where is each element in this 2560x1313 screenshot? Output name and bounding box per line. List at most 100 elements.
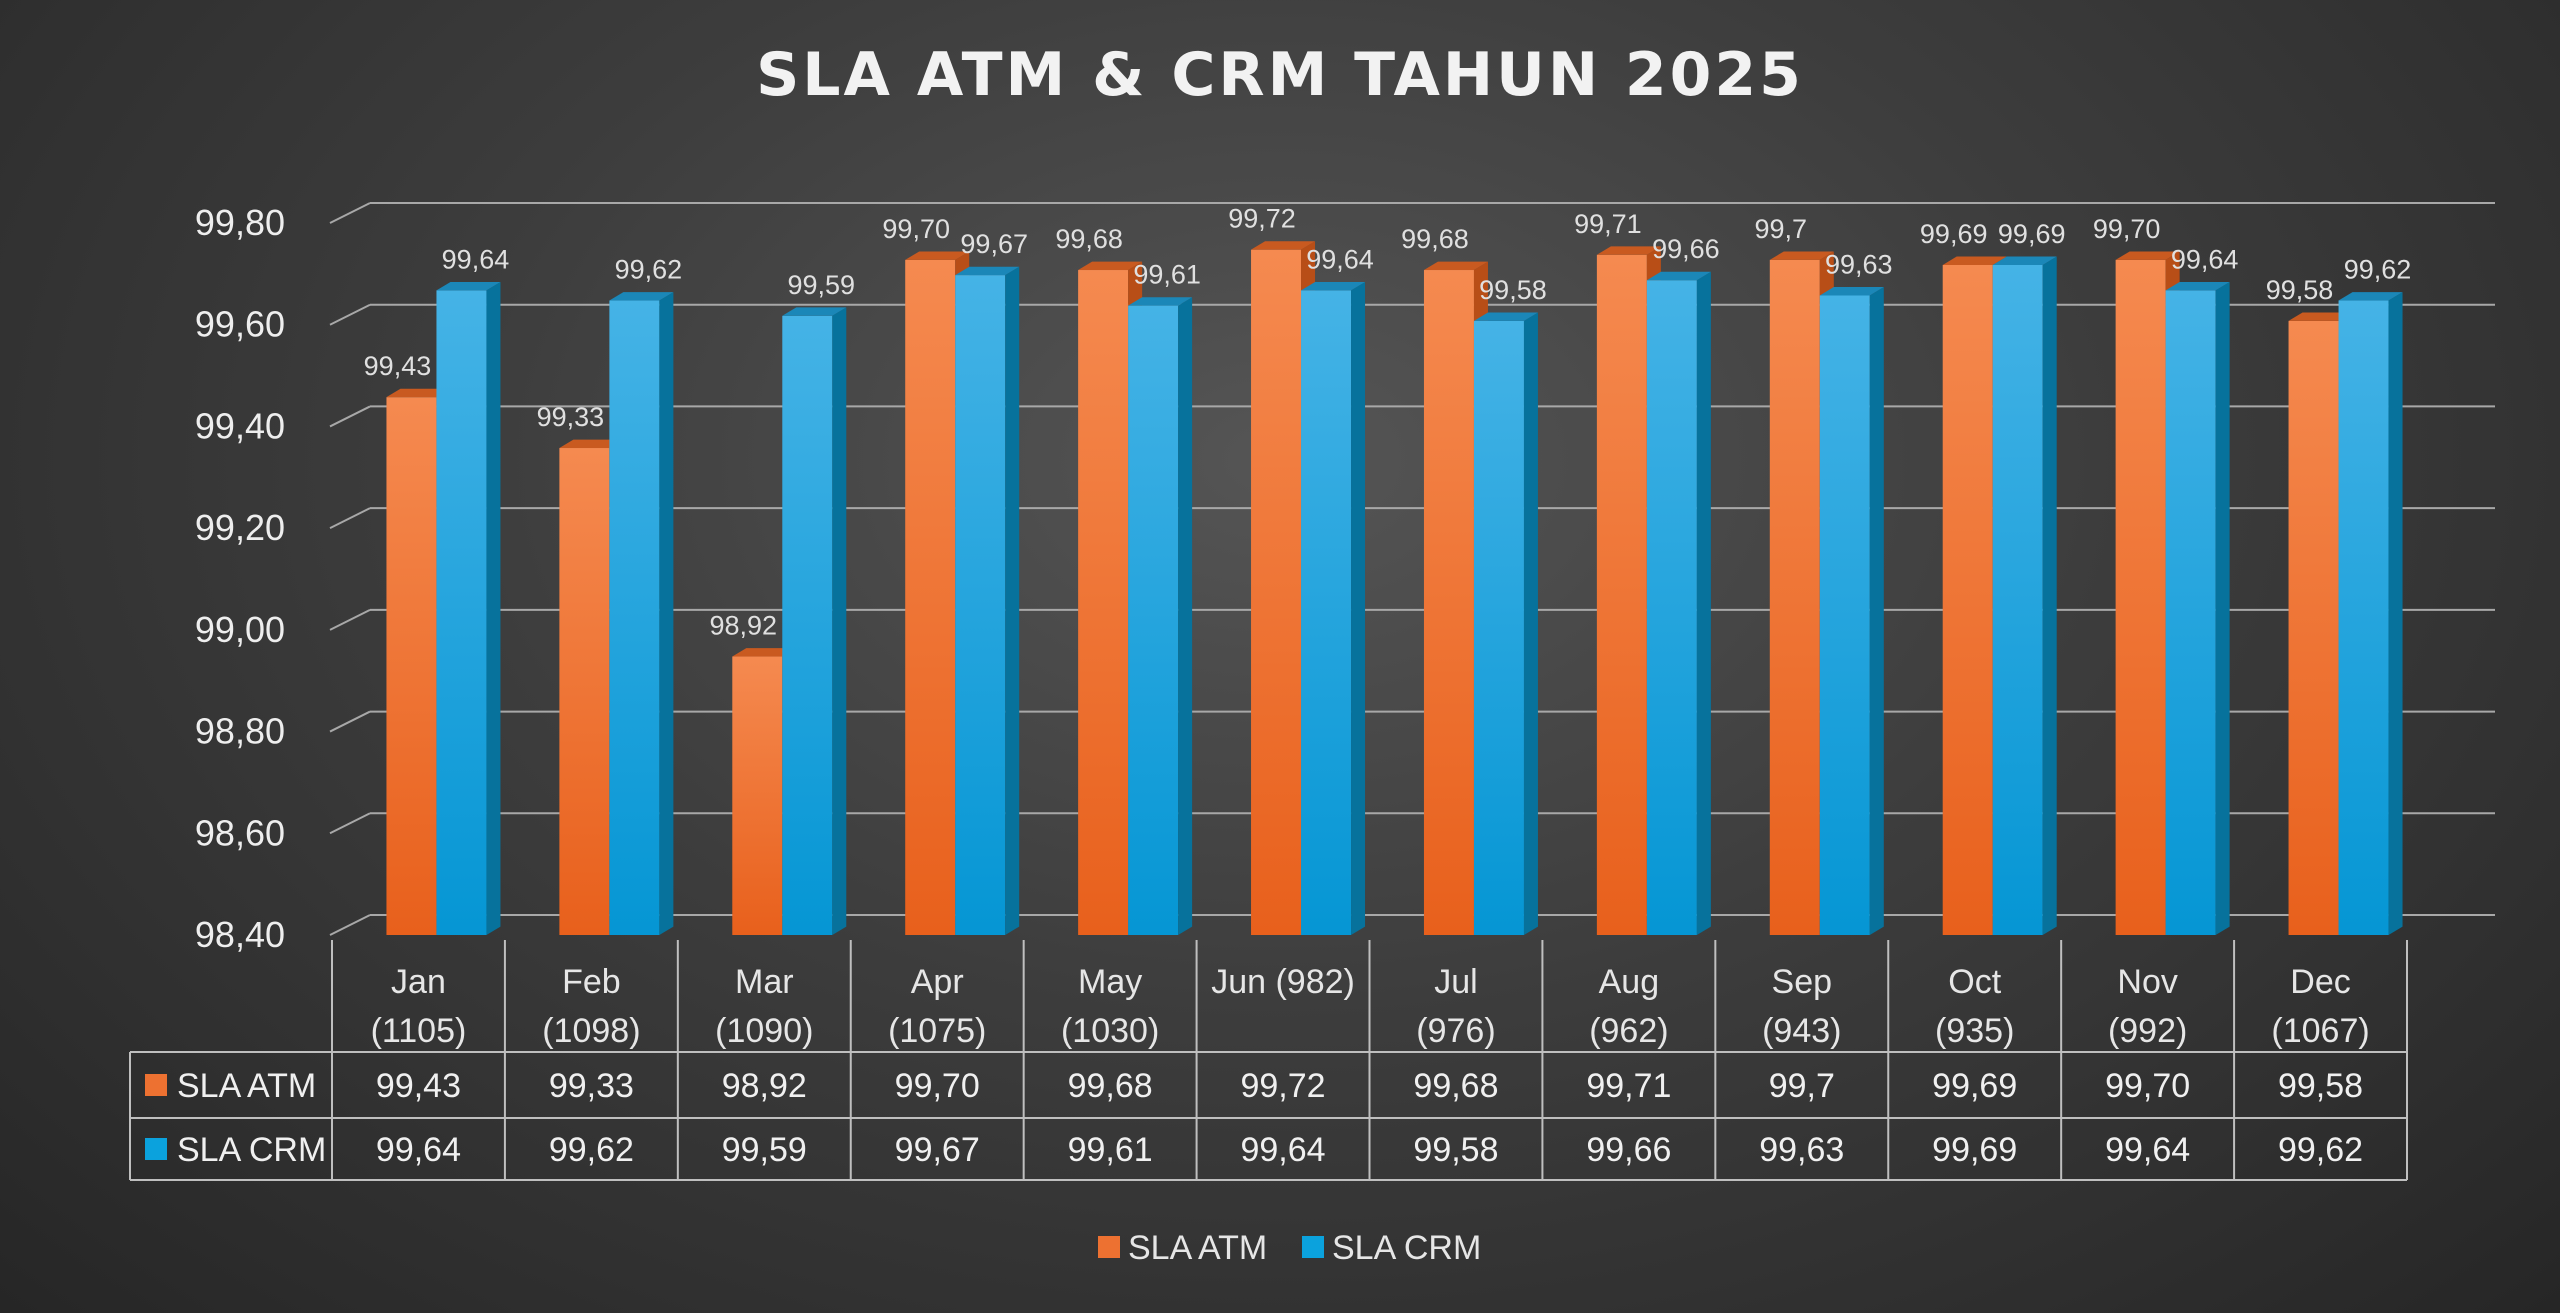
table-cell: 98,92 [722,1067,807,1105]
category-label-sub: (1030) [1061,1012,1159,1050]
bar-top [1423,261,1488,271]
bar-side [2388,292,2403,936]
y-tick-label: 99,80 [195,202,285,243]
bar-sla-crm [2338,292,2403,936]
gridline-depth [329,914,371,936]
bar-front [1078,270,1129,935]
bar-sla-crm [1473,312,1538,935]
category-label: Jun (982) [1211,963,1355,1001]
data-label: 98,92 [710,611,778,641]
table-cell: 99,33 [549,1067,634,1105]
bar-side [832,307,847,935]
category-label-sub: (1090) [715,1012,813,1050]
data-labels: 99,43 99,64 99,33 99,62 98,92 99,59 99,70 99,67… [364,204,2412,641]
bar-front [1646,280,1697,935]
bar-top [955,266,1020,276]
category-label: Feb [562,963,621,1001]
bar-top [1301,281,1366,291]
bar-top [782,307,847,316]
bar-top [1646,271,1711,281]
bar-top [2165,281,2230,291]
table-cell: 99,68 [1068,1067,1153,1105]
bar-top [732,648,797,657]
bar-top [1473,312,1538,321]
category-label-sub: (943) [1762,1012,1841,1050]
table-cell: 99,69 [1932,1131,2017,1169]
category-label-sub: (992) [2108,1012,2187,1050]
data-label: 99,58 [1479,275,1547,305]
data-label: 99,59 [788,270,856,300]
bars [386,241,2403,936]
legend-swatch [1302,1236,1324,1258]
data-label: 99,7 [1755,214,1808,244]
table-cell: 99,64 [376,1131,461,1169]
gridline-depth [329,507,371,530]
gridline-depth [329,812,371,835]
bar-front [2165,290,2216,935]
data-label: 99,43 [364,351,432,381]
y-tick-label: 98,60 [195,812,285,853]
y-tick-label: 98,40 [195,914,285,955]
category-label-sub: (962) [1589,1012,1668,1050]
table-cell: 99,62 [549,1131,634,1169]
bar-side [1178,297,1193,935]
bar-top [1992,256,2057,265]
table-cell: 99,58 [2278,1067,2363,1105]
category-label: Nov [2117,963,2177,1001]
bar-front [1596,254,1647,935]
data-label: 99,62 [2344,255,2412,285]
bar-side [1005,266,1020,935]
category-label-sub: (976) [1416,1012,1495,1050]
table-legend-key [145,1138,167,1160]
table-legend-key [145,1074,167,1096]
category-label-sub: (1105) [371,1012,467,1050]
table-cell: 99,67 [895,1131,980,1169]
y-tick-label: 99,60 [195,304,285,345]
table-series-name: SLA CRM [177,1131,326,1169]
bar-front [609,300,660,935]
data-label: 99,69 [1998,219,2066,249]
bar-sla-crm [2165,281,2230,935]
data-label: 99,58 [2266,275,2334,305]
bar-side [2042,256,2057,935]
table-cell: 99,68 [1413,1067,1498,1105]
bar-top [1251,241,1316,250]
table-series-name: SLA ATM [177,1067,316,1105]
bar-sla-crm [1128,297,1193,936]
bar-front [2338,300,2389,935]
table-cell: 99,69 [1932,1067,2017,1105]
gridline-depth [329,303,371,326]
bar-top [2288,312,2353,321]
category-label: Oct [1948,963,2001,1001]
data-label: 99,68 [1055,224,1123,254]
y-tick-label: 99,00 [195,609,285,650]
gridline-depth [329,710,371,733]
data-label: 99,64 [2171,244,2239,274]
table-cell: 99,72 [1240,1067,1325,1105]
bar-front [1128,305,1179,936]
data-label: 99,69 [1920,219,1988,249]
bar-top [1078,261,1143,271]
table-cell: 99,59 [722,1131,807,1169]
table-cell: 99,63 [1759,1131,1844,1169]
bar-front [1769,259,1820,935]
gridline-depth [329,405,371,428]
bar-front [2288,320,2339,935]
category-label: Jan [391,963,446,1001]
table-cell: 99,43 [376,1067,461,1105]
table-cell: 99,62 [2278,1131,2363,1169]
bar-top [1819,287,1884,296]
bar-front [559,448,610,935]
table-cell: 99,7 [1769,1067,1835,1105]
bar-side [659,292,674,936]
table-cell: 99,64 [2105,1131,2190,1169]
bar-front [905,259,956,935]
bar-sla-crm [1301,281,1366,935]
category-label: Mar [735,963,794,1001]
bar-sla-crm [1992,256,2057,935]
bar-sla-crm [609,292,674,936]
bar-top [905,251,970,260]
data-label: 99,61 [1133,260,1201,290]
